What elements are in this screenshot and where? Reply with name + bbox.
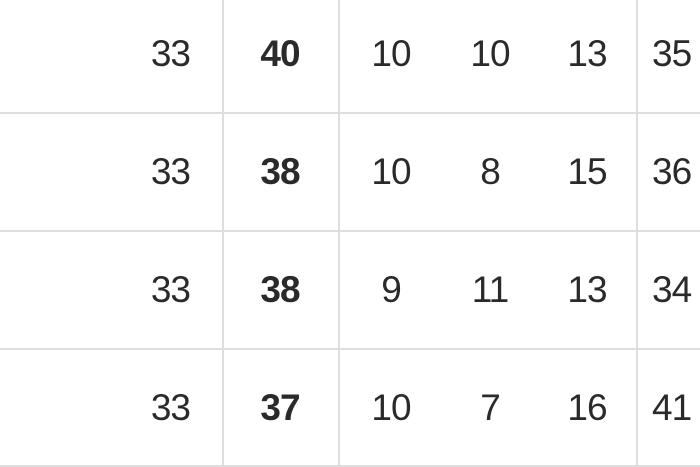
table-cell: 11 [471,269,509,310]
table-cell: 33 [0,0,224,112]
table-cell: 13 [538,0,638,112]
table-cell: 33 [0,350,224,465]
table-cell: 10 [470,33,510,74]
table-cell: 35 [652,33,692,74]
table-cell: 13 [538,232,638,348]
table-cell: 15 [538,114,638,230]
table-row: 33 40 10 10 13 35 [0,0,700,114]
table-cell-total: 40 [222,0,340,112]
table-cell: 16 [538,350,638,465]
table-cell: 10 [371,386,411,428]
table-row: 33 38 10 8 15 36 [0,114,700,232]
table-cell: 36 [652,151,692,192]
table-cell: 8 [480,151,501,192]
table-cell: 33 [0,232,224,348]
table-cell-total: 37 [222,350,340,465]
table-cell: 9 [381,269,402,310]
table-cell: 33 [0,114,224,230]
table-cell-total: 38 [222,232,340,348]
table-row: 33 38 9 11 13 34 [0,232,700,350]
table-cell: 10 [371,33,411,74]
table-cell: 10 [371,151,411,192]
table-cell: 7 [480,386,501,428]
table-row: 33 37 10 7 16 41 [0,350,700,467]
table-cell: 34 [652,269,692,310]
table-cell-total: 38 [222,114,340,230]
table-cell: 41 [652,386,692,428]
